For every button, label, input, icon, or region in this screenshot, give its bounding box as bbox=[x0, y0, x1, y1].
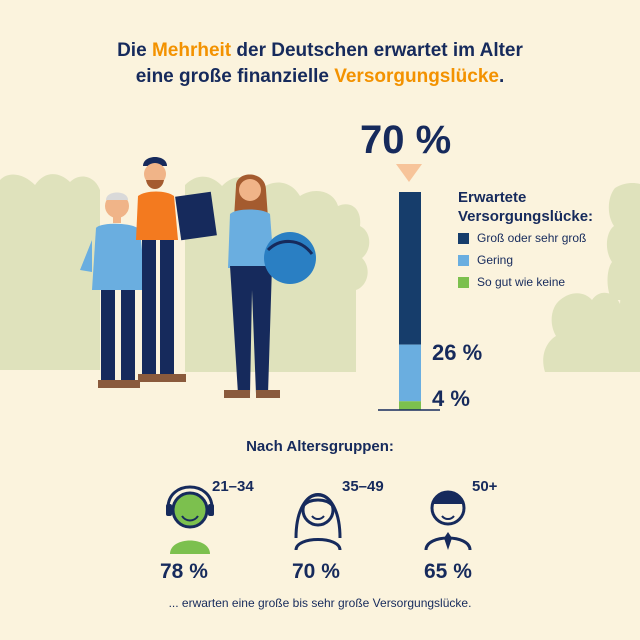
bar-segment-low bbox=[399, 344, 421, 402]
age-range-young: 21–34 bbox=[212, 478, 254, 495]
bar-segment-large bbox=[399, 192, 421, 345]
legend-label-large: Groß oder sehr groß bbox=[477, 231, 587, 245]
legend-label-none: So gut wie keine bbox=[477, 275, 566, 289]
headline: Die Mehrheit der Deutschen erwartet im A… bbox=[0, 38, 640, 90]
headline-line-2: eine große finanzielle Versorgungslücke. bbox=[0, 64, 640, 90]
headline-highlight-1: Mehrheit bbox=[151, 40, 232, 61]
headline-text-1: Die bbox=[117, 40, 152, 61]
legend-label-low: Gering bbox=[477, 253, 514, 267]
bearded-man-figure bbox=[136, 157, 217, 382]
bar-segment-none bbox=[399, 401, 421, 410]
headline-text-4: . bbox=[498, 66, 505, 87]
legend-title: Erwartete Versorgungslücke: bbox=[458, 188, 593, 226]
bush-right bbox=[543, 183, 640, 372]
legend-swatch-low bbox=[458, 254, 469, 266]
stacked-bar-chart bbox=[378, 164, 440, 411]
man-with-tie-icon bbox=[424, 490, 472, 551]
legend-title-line-1: Erwartete bbox=[458, 189, 527, 206]
older-man-figure bbox=[80, 192, 146, 388]
pointer-triangle bbox=[396, 164, 422, 182]
headline-text-3: eine große finanzielle bbox=[135, 66, 335, 87]
headline-text-2: der Deutschen erwartet im Alter bbox=[231, 40, 523, 61]
legend-swatch-large bbox=[458, 232, 469, 244]
age-groups-title: Nach Altersgruppen: bbox=[246, 438, 394, 455]
legend-title-line-2: Versorgungslücke: bbox=[458, 208, 594, 225]
legend-item-large: Groß oder sehr groß bbox=[458, 231, 586, 245]
age-value-young: 78 % bbox=[160, 560, 208, 583]
headline-line-1: Die Mehrheit der Deutschen erwartet im A… bbox=[0, 38, 640, 64]
headline-highlight-2: Versorgungslücke bbox=[334, 66, 499, 87]
people-illustration bbox=[80, 157, 316, 398]
age-value-middle: 70 % bbox=[292, 560, 340, 583]
bar-data-label-none: 4 % bbox=[432, 386, 470, 411]
bush-left bbox=[0, 174, 100, 370]
legend-swatch-none bbox=[458, 276, 469, 288]
legend-item-none: So gut wie keine bbox=[458, 275, 565, 289]
legend-item-low: Gering bbox=[458, 253, 513, 267]
woman-icon bbox=[294, 493, 342, 551]
young-person-icon bbox=[166, 485, 214, 554]
bar-data-label-low: 26 % bbox=[432, 340, 483, 365]
age-range-older: 50+ bbox=[472, 478, 498, 495]
age-value-older: 65 % bbox=[424, 560, 472, 583]
age-range-middle: 35–49 bbox=[342, 478, 384, 495]
bar-data-label-large: 70 % bbox=[360, 118, 452, 162]
ground bbox=[0, 372, 640, 380]
woman-figure bbox=[224, 174, 316, 398]
footnote: ... erwarten eine große bis sehr große V… bbox=[168, 596, 472, 610]
